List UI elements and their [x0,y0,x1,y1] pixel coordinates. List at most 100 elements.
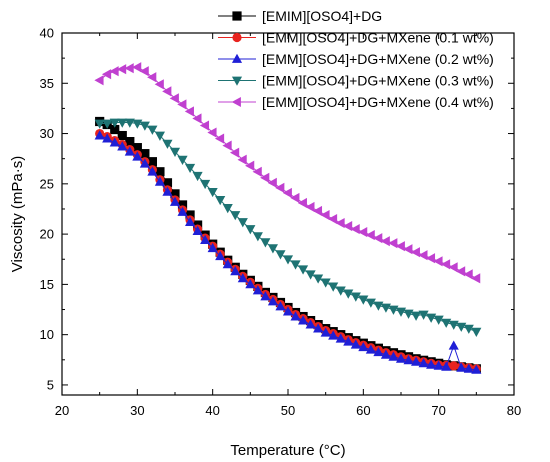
series-4-triangle-down-marker [456,322,467,332]
series-3-triangle-up-marker [411,356,422,366]
x-tick-label: 20 [55,403,69,418]
series-3-triangle-up-marker [282,306,294,316]
series-5-triangle-left-marker [282,187,292,198]
series-4-triangle-down-marker [320,278,331,288]
series-3-triangle-up-marker [290,311,301,321]
series-4 [94,118,482,337]
series-1-square-marker [110,124,120,135]
series-5-triangle-left-marker [101,69,112,80]
series-3-triangle-up-marker [358,341,369,352]
series-4-triangle-down-marker [177,155,188,165]
series-4-triangle-down-marker [230,211,241,221]
series-4-triangle-down-marker [267,244,278,254]
series-4-triangle-down-marker [109,118,120,128]
series-4-triangle-down-marker [237,218,248,228]
series-5-triangle-left-marker [448,262,458,273]
series-3-triangle-up-marker [102,133,113,143]
series-5-triangle-left-marker [455,266,466,277]
series-4-triangle-down-marker [94,119,105,129]
series-5-triangle-left-marker [139,66,149,77]
series-3-triangle-up-marker [305,319,316,329]
series-4-triangle-down-marker [463,324,474,334]
series-5-triangle-left-marker [305,201,315,213]
series-5-triangle-left-marker [109,66,119,77]
series-3-triangle-up-marker [237,273,248,283]
legend-label: [EMIM][OSO4]+DG [262,8,382,24]
legend-triangle-left-marker [231,96,241,108]
series-5-triangle-left-marker [395,241,405,252]
series-3-triangle-up-marker [94,130,105,140]
series-5-triangle-left-marker [380,236,390,247]
series-5-triangle-left-marker [94,75,104,86]
series-3-triangle-up-marker [230,266,241,276]
series-5-triangle-left-marker [425,253,436,264]
series-5-triangle-left-marker [410,247,420,258]
series-4-triangle-down-marker [373,301,384,311]
series-4-triangle-down-marker [162,139,173,149]
series-5-triangle-left-marker [463,269,473,280]
series-5-triangle-left-marker [267,177,277,188]
series-4-triangle-down-marker [275,250,286,260]
y-tick-label: 20 [40,227,54,242]
series-4-triangle-down-marker [290,260,301,270]
y-axis-title: Viscosity (mPa·s) [9,156,26,272]
series-5-triangle-left-marker [433,256,443,267]
x-tick-label: 80 [507,403,521,418]
series-4-triangle-down-marker [102,119,113,129]
series-3-triangle-up-marker [200,234,211,245]
legend-item-1: [EMIM][OSO4]+DG [218,8,382,24]
series-3-triangle-up-marker [380,349,391,359]
series-3-triangle-up-marker [207,242,218,253]
series-5-triangle-left-marker [132,62,142,73]
legend-label: [EMM][OSO4]+DG+MXene (0.3 wt%) [262,73,494,89]
x-tick-label: 70 [431,403,445,418]
series-5-triangle-left-marker [207,127,217,138]
series-4-triangle-down-marker [403,309,414,319]
series-5-triangle-left-marker [342,221,353,232]
series-4-triangle-down-marker [441,318,452,328]
legend-item-2: [EMM][OSO4]+DG+MXene (0.1 wt%) [218,30,494,46]
series-5-triangle-left-marker [237,154,247,165]
legend-item-5: [EMM][OSO4]+DG+MXene (0.4 wt%) [218,94,494,110]
y-tick-label: 40 [40,26,54,41]
series-5-triangle-left-marker [275,182,285,193]
series-4-triangle-down-marker [350,292,361,302]
series-1-square-marker [147,157,157,167]
series-5-triangle-left-marker [297,197,307,208]
series-5-triangle-left-marker [192,113,202,124]
series-4-triangle-down-marker [380,303,391,313]
series-1-square-marker [132,143,142,153]
legend-circle-marker [232,32,242,43]
series-4-triangle-down-marker [388,305,399,315]
series-3-triangle-up-marker [298,315,309,325]
series-3-triangle-up-marker [132,151,143,161]
series-3-triangle-up-marker [456,362,467,372]
series-4-triangle-down-marker [117,118,128,128]
legend-label: [EMM][OSO4]+DG+MXene (0.1 wt%) [262,30,494,46]
series-2-circle-marker [449,361,459,371]
series-1-square-marker [125,137,135,147]
legend: [EMIM][OSO4]+DG [EMM][OSO4]+DG+MXene (0.1… [218,8,494,110]
series-3-triangle-up-marker [109,137,120,147]
series-3-triangle-up-marker [350,339,361,349]
series-1-square-marker [177,200,188,210]
legend-item-4: [EMM][OSO4]+DG+MXene (0.3 wt%) [218,73,494,89]
series-3-triangle-up-marker [252,285,263,295]
series-5-triangle-left-marker [252,166,262,177]
series-4-triangle-down-marker [207,187,218,198]
y-tick-label: 5 [47,377,54,392]
series-4-triangle-down-marker [282,255,294,265]
series-3-triangle-up-marker [418,358,429,368]
series-4-triangle-down-marker [328,282,339,292]
series-4-triangle-down-marker [192,171,203,182]
series-5-triangle-left-marker [471,273,481,284]
series-5-triangle-left-marker [312,205,323,217]
series-4-triangle-down-marker [313,274,324,284]
series-1-square-marker [185,210,195,220]
series-3-triangle-up-marker [441,361,452,371]
series-4-triangle-down-marker [433,315,444,325]
x-axis-title: Temperature (°C) [230,442,345,459]
series-4-line [99,121,477,333]
series-3-triangle-up-marker [177,206,188,216]
series-3-triangle-up-marker [267,296,278,306]
